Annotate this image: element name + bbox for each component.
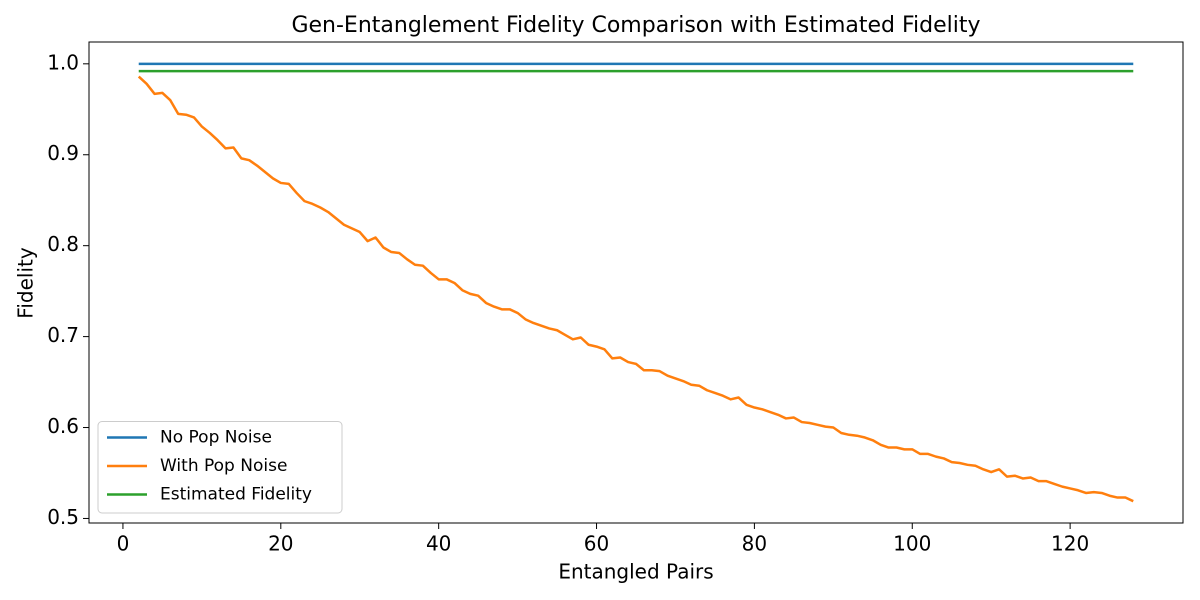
x-tick-label: 0	[117, 532, 130, 556]
y-tick-label: 0.9	[47, 141, 79, 165]
y-tick-label: 0.8	[47, 232, 79, 256]
y-tick-label: 0.7	[47, 323, 79, 347]
chart-title: Gen-Entanglement Fidelity Comparison wit…	[291, 13, 980, 38]
legend-box	[97, 421, 343, 514]
legend-label: Estimated Fidelity	[160, 485, 312, 505]
series-line	[137, 75, 1134, 503]
y-tick-label: 0.6	[47, 414, 79, 438]
legend-label: No Pop Noise	[160, 428, 272, 448]
plot-frame	[88, 41, 1184, 524]
y-axis-label: Fidelity	[14, 247, 38, 319]
x-tick-label: 40	[426, 532, 451, 556]
x-tick-label: 120	[1051, 532, 1089, 556]
x-tick-label: 60	[584, 532, 609, 556]
x-tick-label: 80	[742, 532, 767, 556]
x-axis-label: Entangled Pairs	[558, 560, 713, 584]
y-tick-label: 1.0	[47, 50, 79, 74]
x-tick-label: 100	[893, 532, 931, 556]
y-tick-label: 0.5	[47, 505, 79, 529]
x-tick-label: 20	[268, 532, 293, 556]
legend-label: With Pop Noise	[160, 456, 287, 476]
